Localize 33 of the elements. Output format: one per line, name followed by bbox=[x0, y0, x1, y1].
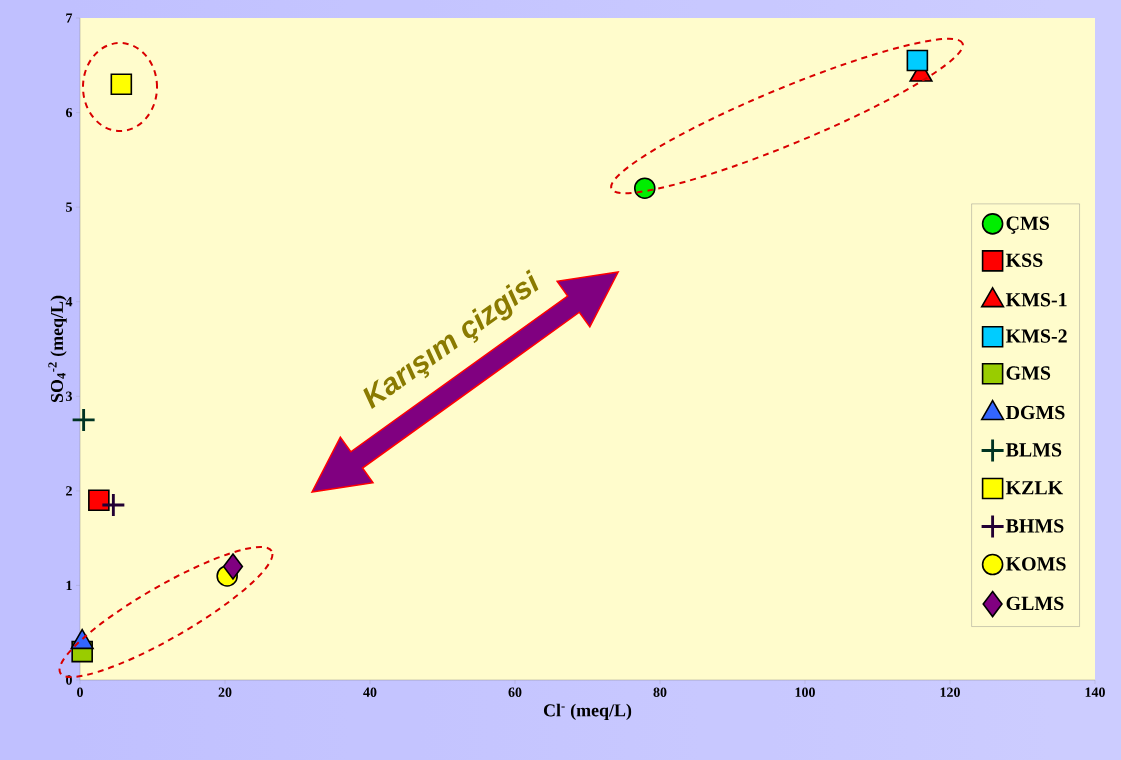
x-tick-label: 20 bbox=[218, 687, 232, 697]
legend-label: KMS-2 bbox=[1005, 329, 1067, 343]
legend-label: GLMS bbox=[1006, 596, 1064, 611]
legend-label: KZLK bbox=[1005, 481, 1064, 495]
y-axis-title: SO$_{4}$$^{-2}$ (meq/L) bbox=[48, 295, 67, 402]
y-tick-label: 7 bbox=[66, 13, 73, 23]
y-tick-label: 3 bbox=[66, 391, 73, 401]
point bbox=[906, 49, 929, 72]
y-tick-label: 4 bbox=[65, 297, 73, 307]
legend-label: BHMS bbox=[1005, 519, 1064, 533]
legend-label: ÇMS bbox=[1006, 216, 1050, 234]
legend-label: BLMS bbox=[1005, 443, 1062, 457]
x-tick-label: 0 bbox=[77, 687, 83, 697]
point bbox=[633, 177, 656, 200]
x-tick-label: 80 bbox=[653, 687, 667, 697]
y-tick-label: 1 bbox=[66, 580, 72, 591]
x-tick-label: 140 bbox=[1085, 687, 1105, 697]
point bbox=[88, 489, 110, 512]
x-tick-label: 100 bbox=[795, 687, 815, 697]
x-tick-label: 60 bbox=[508, 687, 522, 697]
x-tick-label: 40 bbox=[363, 687, 377, 697]
y-tick-label: 5 bbox=[66, 202, 72, 212]
legend-label: GMS bbox=[1006, 366, 1051, 380]
legend-label: DGMS bbox=[1005, 405, 1065, 420]
legend-label: KMS-1 bbox=[1005, 293, 1067, 307]
legend-label: KOMS bbox=[1005, 557, 1066, 571]
y-tick-label: 6 bbox=[65, 107, 73, 118]
point bbox=[222, 553, 244, 580]
point bbox=[72, 408, 95, 431]
x-axis-title: Cl$^{-}$ (meq/L) bbox=[543, 703, 632, 721]
legend-label: KSS bbox=[1005, 253, 1043, 267]
y-tick-label: 2 bbox=[66, 486, 72, 496]
x-tick-label: 120 bbox=[940, 687, 960, 697]
